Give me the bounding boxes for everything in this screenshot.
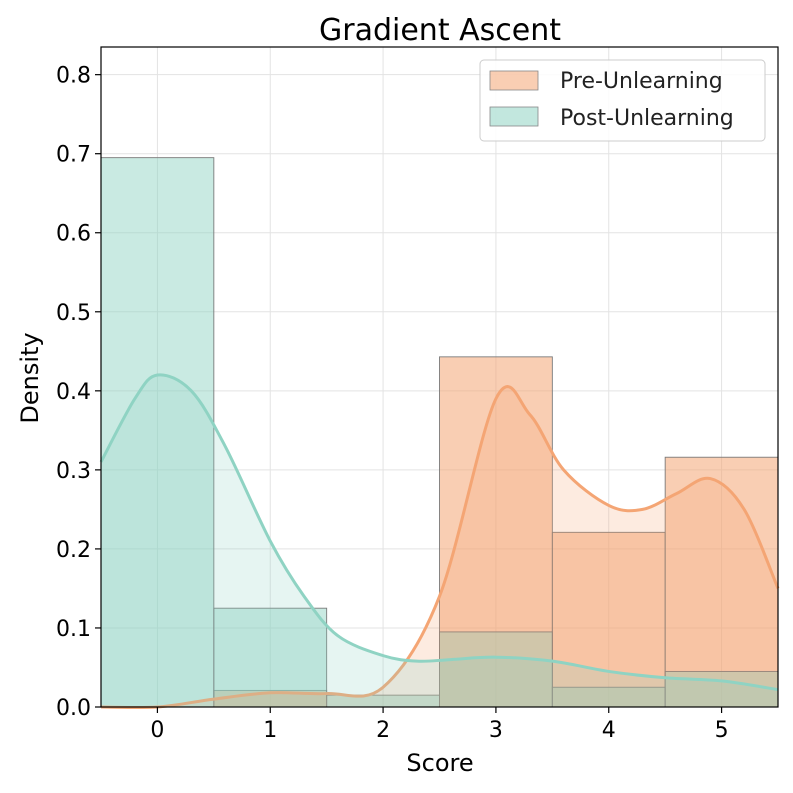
chart-title: Gradient Ascent <box>319 13 561 48</box>
x-tick-label: 2 <box>376 718 390 743</box>
axis-ticks: 0.0 0.1 0.2 0.3 0.4 0.5 0.6 0.7 0.8 0 1 2 3 4 5 <box>56 64 729 743</box>
x-tick-label: 3 <box>489 718 503 743</box>
legend-label-pre-unlearning: Pre-Unlearning <box>560 69 723 94</box>
legend: Pre-Unlearning Post-Unlearning <box>479 59 766 142</box>
y-tick-label: 0.0 <box>56 696 91 721</box>
bar-pre-unlearning-5 <box>664 456 779 708</box>
x-tick-label: 5 <box>715 718 729 743</box>
y-axis-title: Density <box>16 332 44 423</box>
y-tick-label: 0.8 <box>56 64 91 89</box>
kde-line-pre-unlearning <box>100 385 780 710</box>
bar-post-unlearning-3 <box>439 631 553 708</box>
x-axis-title: Score <box>406 749 473 777</box>
legend-label-post-unlearning: Post-Unlearning <box>560 106 734 131</box>
y-tick-label: 0.5 <box>56 301 91 326</box>
legend-box <box>479 59 766 142</box>
y-tick-label: 0.1 <box>56 617 91 642</box>
density-curves <box>99 373 780 710</box>
x-tick-label: 4 <box>602 718 616 743</box>
bar-post-unlearning-0 <box>100 157 215 708</box>
bar-pre-unlearning-4 <box>551 531 666 708</box>
kde-line-post-unlearning <box>99 373 779 692</box>
kde-area-post-unlearning <box>101 374 778 707</box>
bar-pre-unlearning-3 <box>439 356 553 708</box>
plot-frame <box>100 46 779 708</box>
bar-post-unlearning-1 <box>213 607 328 708</box>
y-tick-label: 0.2 <box>56 538 91 563</box>
y-tick-label: 0.4 <box>56 380 91 405</box>
y-tick-label: 0.6 <box>56 222 91 247</box>
kde-area-pre-unlearning <box>101 386 778 708</box>
x-tick-label: 1 <box>263 718 277 743</box>
y-tick-label: 0.7 <box>56 143 91 168</box>
histogram-bars <box>100 157 779 708</box>
x-tick-label: 0 <box>150 718 164 743</box>
y-tick-label: 0.3 <box>56 459 91 484</box>
legend-swatch-pre-unlearning <box>489 70 539 91</box>
legend-swatch-post-unlearning <box>489 106 539 127</box>
